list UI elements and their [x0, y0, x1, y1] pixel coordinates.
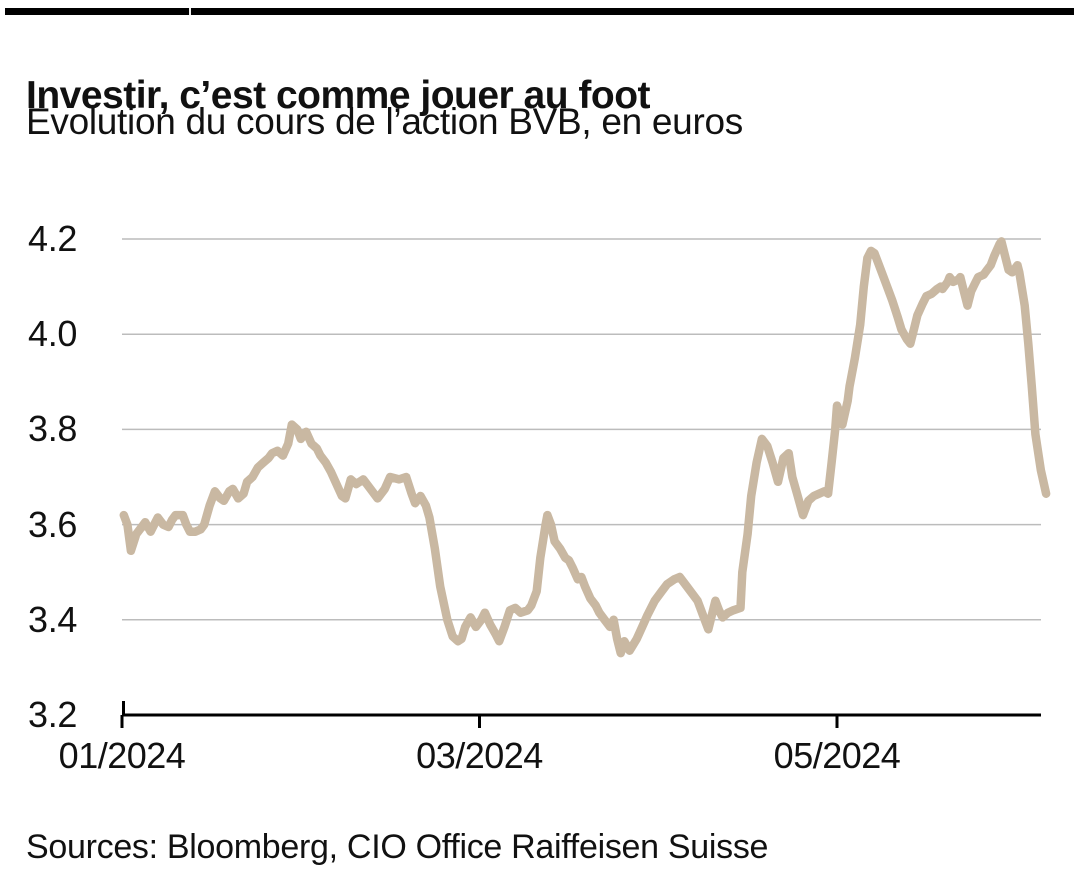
- top-accent-bar: [5, 8, 1074, 15]
- y-tick-label: 3.8: [28, 408, 78, 450]
- y-tick-label: 3.6: [28, 503, 78, 545]
- chart-subtitle: Evolution du cours de l’action BVB, en e…: [26, 101, 743, 142]
- chart-title: Investir, c’est comme jouer au foot: [26, 74, 651, 118]
- y-tick-label: 3.4: [28, 598, 78, 640]
- x-tick-label: 03/2024: [416, 735, 543, 776]
- x-tick-label: 05/2024: [773, 735, 901, 776]
- top-bar-notch: [189, 8, 191, 15]
- x-tick-label: 01/2024: [58, 735, 186, 776]
- y-tick-label: 3.2: [28, 694, 78, 735]
- sources-caption: Sources: Bloomberg, CIO Office Raiffeise…: [26, 828, 769, 866]
- price-line-series: [119, 237, 1051, 658]
- y-tick-label: 4.2: [28, 218, 78, 259]
- y-tick-label: 4.0: [28, 313, 78, 355]
